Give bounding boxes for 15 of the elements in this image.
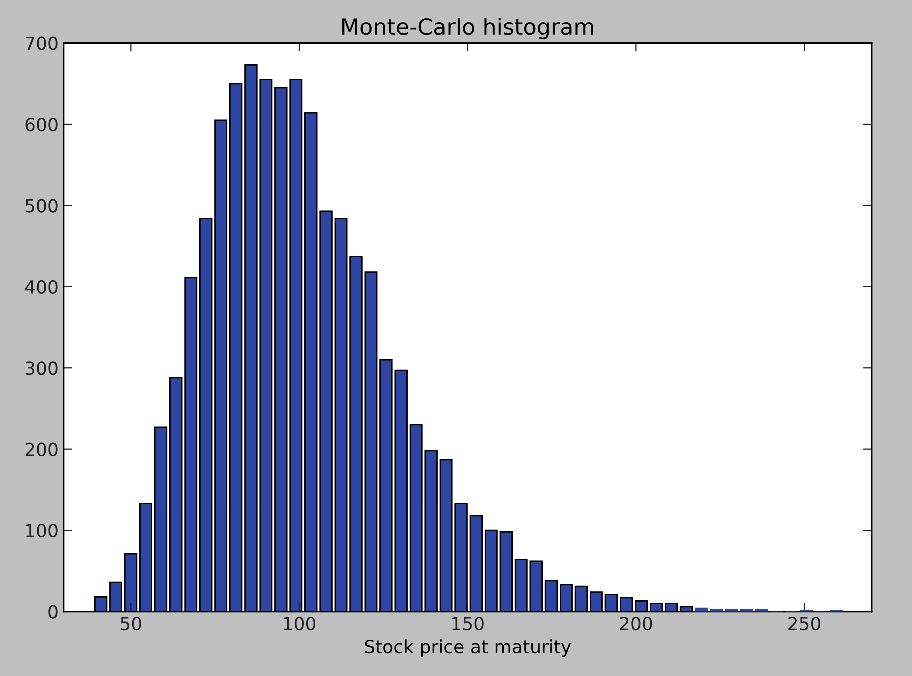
y-tick-label: 500	[26, 199, 58, 213]
y-tick-label: 600	[26, 118, 58, 132]
x-tick-label: 200	[620, 616, 652, 631]
x-tick-label: 50	[121, 616, 142, 631]
x-tick-label: 100	[284, 616, 316, 631]
y-tick-label: 400	[25, 280, 58, 294]
y-tick-label: 200	[26, 442, 58, 456]
chart-title: Monte-Carlo histogram	[342, 18, 594, 40]
x-tick-label: 150	[452, 616, 484, 631]
x-tick-label: 250	[788, 616, 821, 631]
x-axis-title: Stock price at maturity	[365, 640, 572, 658]
y-tick-label: 0	[48, 605, 58, 619]
y-tick-label: 700	[26, 36, 58, 50]
y-tick-label: 300	[26, 362, 58, 376]
y-tick-label: 100	[26, 524, 58, 538]
